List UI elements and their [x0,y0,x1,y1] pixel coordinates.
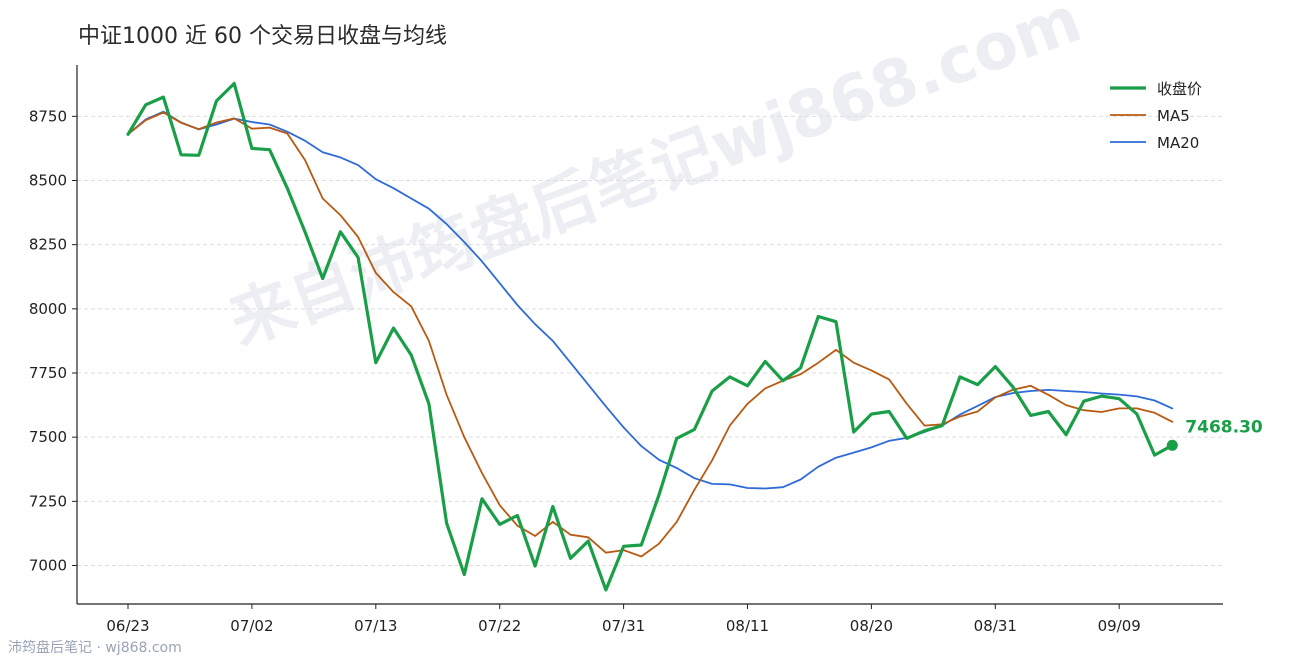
axes [76,65,1223,605]
x-tick-label: 07/13 [354,617,397,635]
x-tick-label: 06/23 [106,617,149,635]
grid-lines [77,115,1223,566]
x-axis-ticks: 06/23 07/02 07/13 07/22 07/31 08/11 08/20 08/31… [106,604,1141,635]
x-tick-label: 08/20 [850,617,893,635]
y-tick-label: 8000 [29,300,67,318]
last-value-dot [1166,439,1178,451]
footer-credit: 沛筠盘后笔记 · wj868.com [8,640,182,656]
last-value-label: 7468.30 [1185,417,1263,437]
x-tick-label: 08/31 [974,617,1017,635]
y-tick-label: 7500 [29,428,67,446]
x-tick-label: 07/22 [478,617,521,635]
close-price-line [126,81,1174,592]
y-tick-label: 7250 [29,492,67,510]
x-tick-label: 07/31 [602,617,645,635]
chart-title: 中证1000 近 60 个交易日收盘与均线 [78,24,447,49]
legend-label: MA5 [1157,107,1190,125]
x-tick-label: 09/09 [1098,617,1141,635]
y-tick-label: 7000 [29,557,67,575]
series-lines [126,81,1174,592]
x-tick-label: 08/11 [726,617,769,635]
y-tick-label: 8250 [29,236,67,254]
y-tick-label: 7750 [29,364,67,382]
legend: 收盘价 MA5 MA20 [1110,80,1202,152]
last-value-marker: 7468.30 [1166,417,1263,451]
ma5-line [127,111,1174,558]
legend-label: MA20 [1157,134,1199,152]
legend-label: 收盘价 [1157,80,1202,98]
y-tick-label: 8750 [29,107,67,125]
x-tick-label: 07/02 [230,617,273,635]
y-tick-label: 8500 [29,172,67,190]
y-axis-ticks: 7000 7250 7500 7750 8000 8250 8500 8750 [29,107,77,575]
